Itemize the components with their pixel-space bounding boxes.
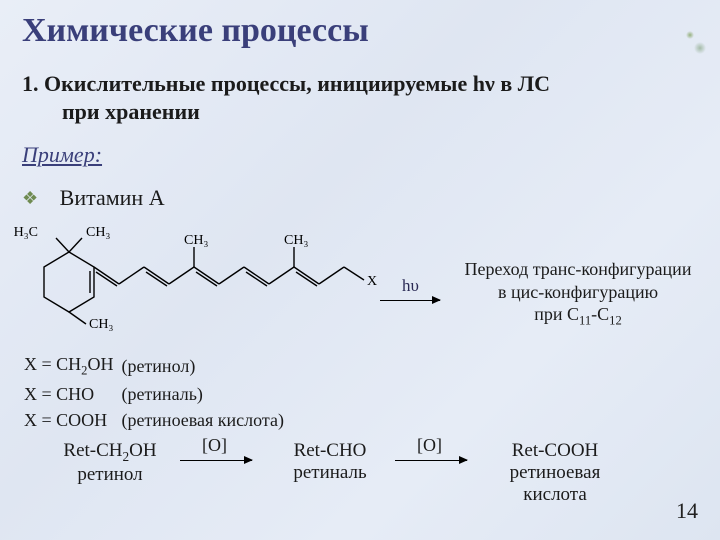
- table-row: Х = СН2ОН (ретинол): [24, 354, 290, 382]
- subtitle-line-1: 1. Окислительные процессы, инициируемые …: [22, 71, 550, 96]
- transition-line-2: в цис-конфигурацию: [448, 281, 708, 304]
- label-ch3-2: CH₃: [184, 233, 208, 248]
- ox-step-retinoic-acid: Ret-COOH ретиноевая кислота: [490, 440, 620, 506]
- bullet-text: Витамин А: [60, 185, 165, 210]
- label-ch3-3: CH₃: [284, 233, 308, 248]
- oxidation-label: [O]: [202, 435, 227, 456]
- section-subtitle: 1. Окислительные процессы, инициируемые …: [22, 70, 550, 125]
- table-row: Х = СНО (ретиналь): [24, 384, 290, 408]
- transition-line-1: Переход транс-конфигурации: [448, 258, 708, 281]
- ox-step-retinol: Ret-CH2OH ретинол: [50, 440, 170, 486]
- transition-description: Переход транс-конфигурации в цис-конфигу…: [448, 258, 708, 329]
- x-formula: Х = СООН: [24, 410, 119, 434]
- label-ch3-ring: CH₃: [89, 317, 113, 332]
- oxidation-label: [O]: [417, 435, 442, 456]
- arrow-line-icon: [395, 460, 467, 461]
- x-formula: Х = СН2ОН: [24, 354, 119, 382]
- x-formula: Х = СНО: [24, 384, 119, 408]
- table-row: Х = СООН (ретиноевая кислота): [24, 410, 290, 434]
- slide-title: Химические процессы: [22, 12, 369, 50]
- x-name: (ретиналь): [121, 384, 290, 408]
- example-label: Пример:: [22, 142, 102, 168]
- x-name: (ретиноевая кислота): [121, 410, 290, 434]
- hv-label: hυ: [402, 276, 419, 296]
- arrow-line-icon: [380, 300, 440, 301]
- label-h3c: H₃C: [14, 225, 38, 240]
- retinoid-structure-diagram: H₃C CH₃ CH₃ CH₃ CH₃ X: [14, 222, 384, 332]
- x-substituent-definitions: Х = СН2ОН (ретинол) Х = СНО (ретиналь) Х…: [22, 352, 292, 436]
- label-x: X: [367, 274, 377, 289]
- bullet-vitamin-a: Витамин А: [22, 185, 165, 211]
- arrow-line-icon: [180, 460, 252, 461]
- transition-line-3: при С11-С12: [448, 303, 708, 329]
- ox-step-retinal: Ret-CHO ретиналь: [275, 440, 385, 484]
- x-name: (ретинол): [121, 354, 290, 382]
- label-ch3-1: CH₃: [86, 225, 110, 240]
- slide-number: 14: [676, 498, 698, 524]
- subtitle-line-2: при хранении: [22, 98, 550, 126]
